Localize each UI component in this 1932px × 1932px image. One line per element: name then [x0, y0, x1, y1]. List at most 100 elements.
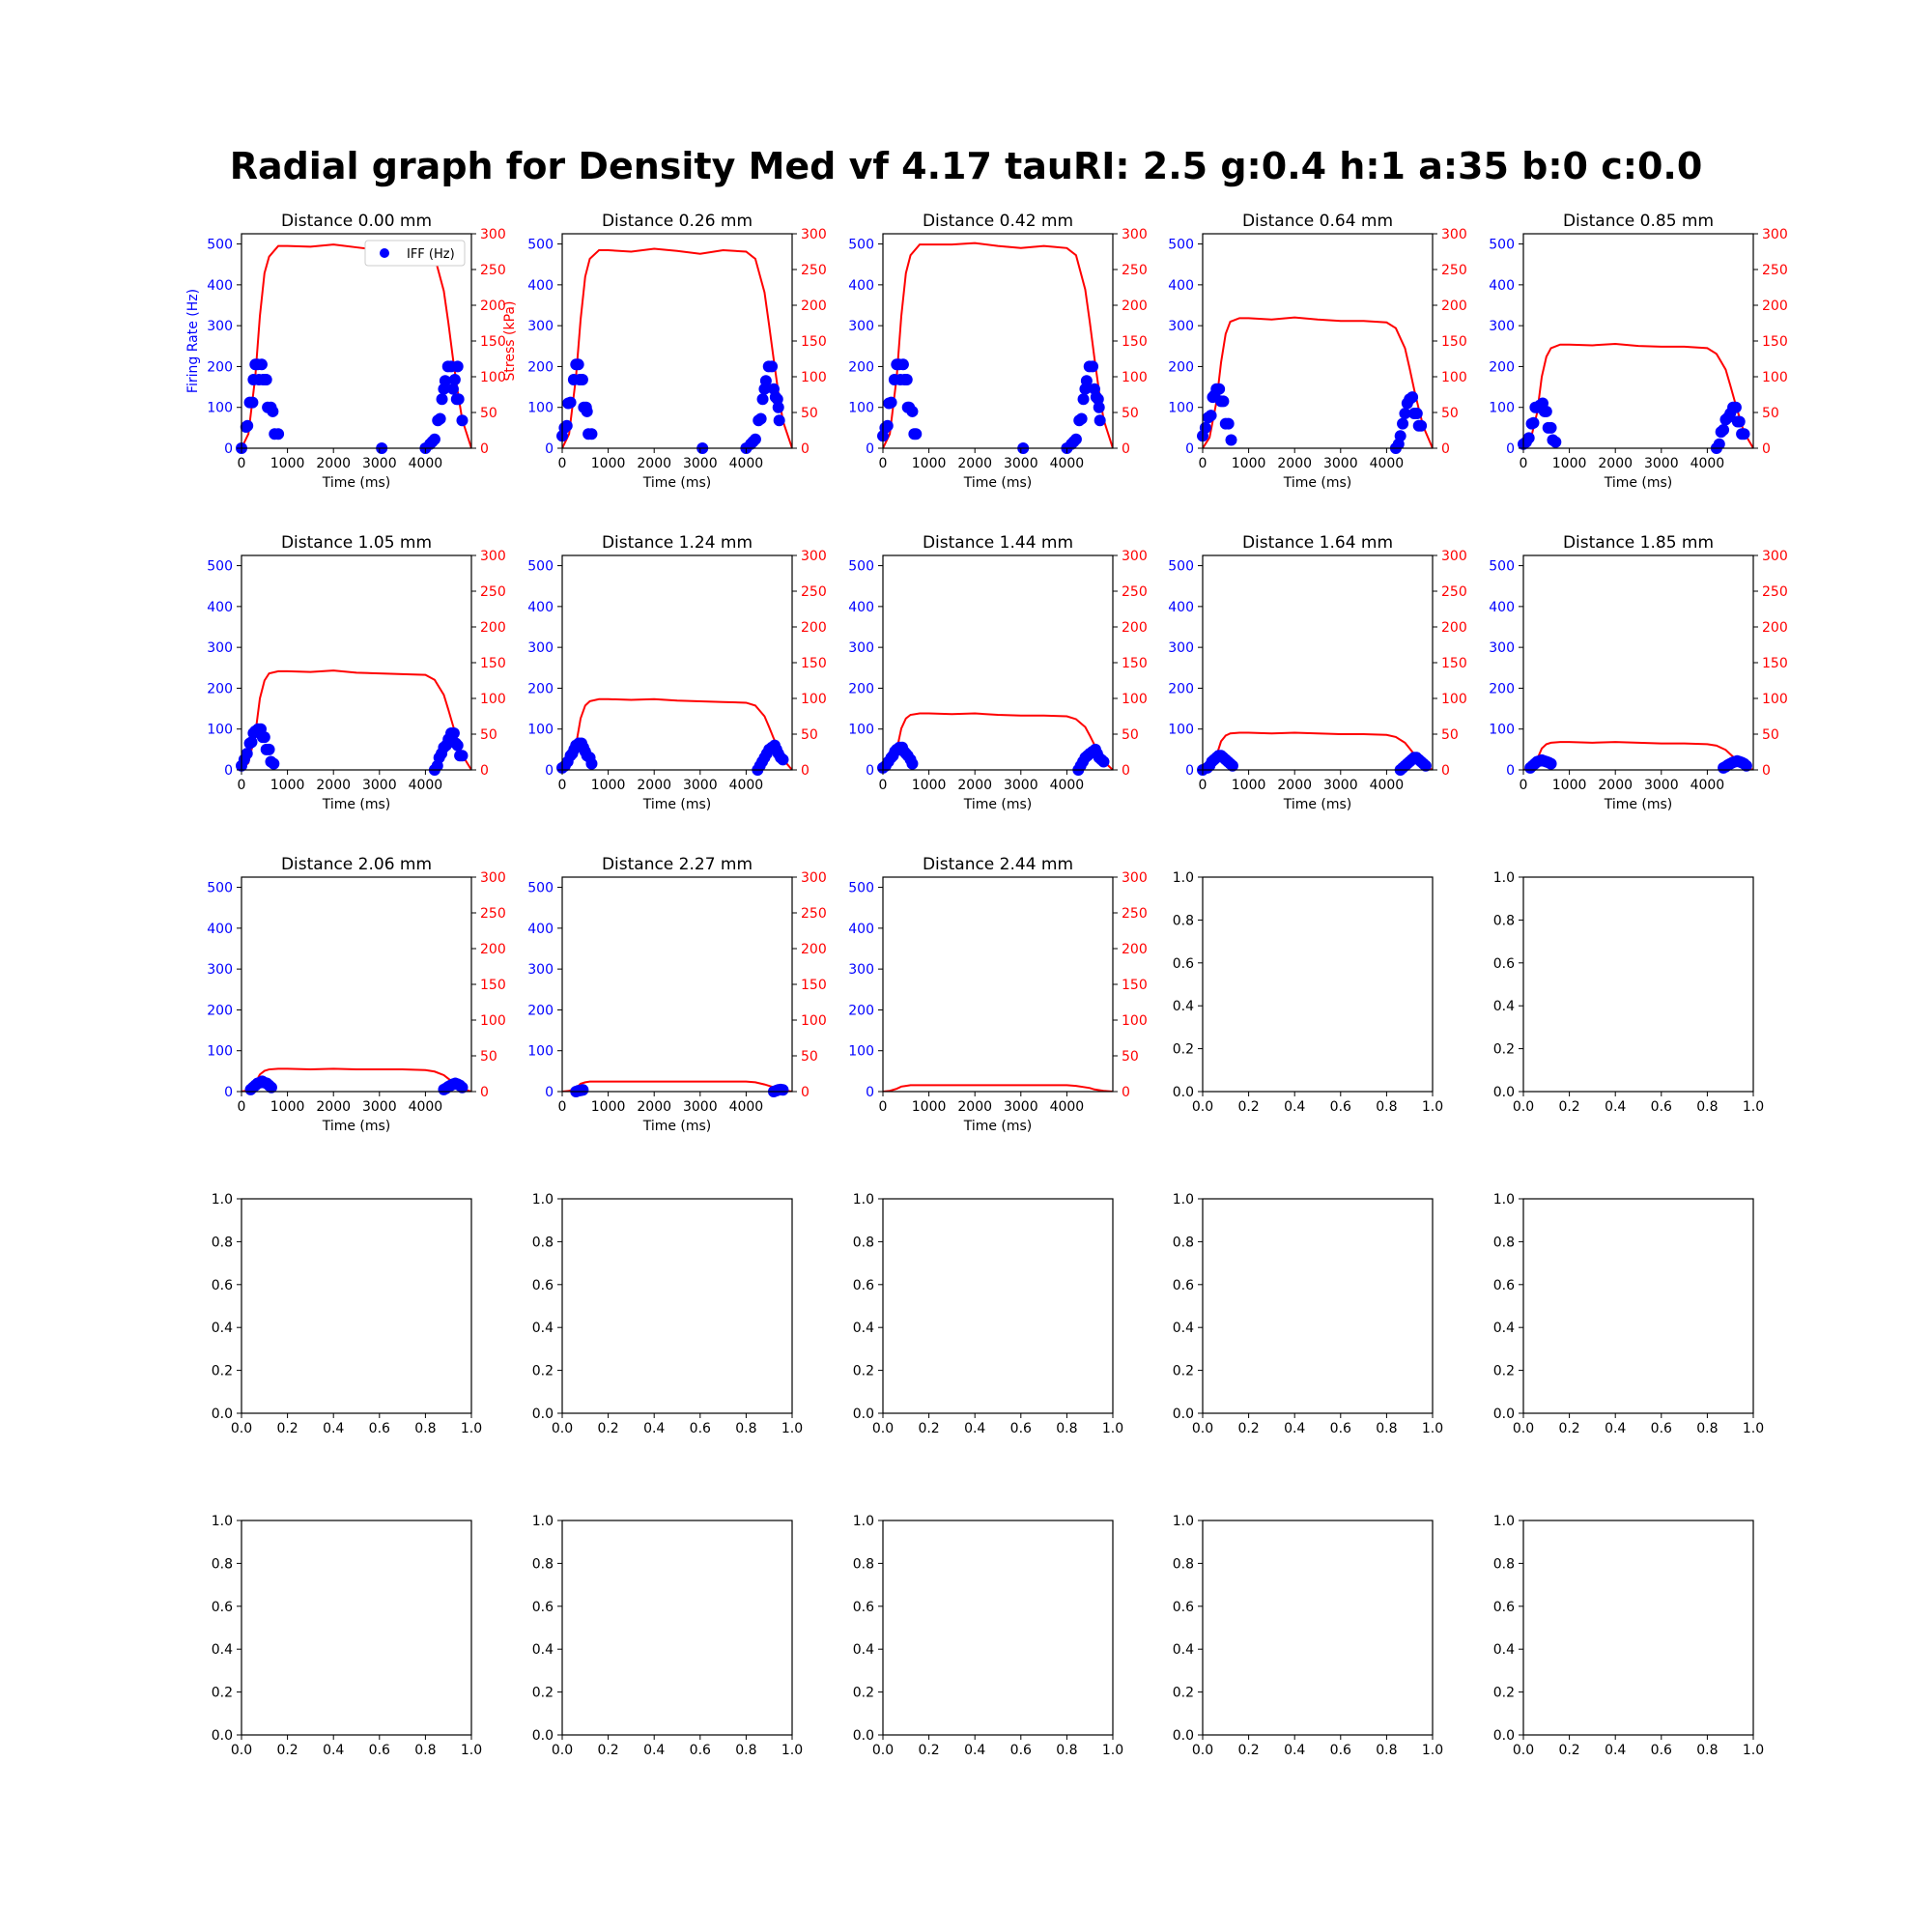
x-tick-label: 2000	[1277, 456, 1312, 471]
axes-frame	[241, 876, 472, 1093]
right-tick-label: 250	[480, 906, 506, 922]
subplot-title: Distance 0.42 mm	[923, 212, 1073, 231]
x-tick-label: 0.6	[1651, 1099, 1672, 1115]
left-tick-label: 200	[207, 681, 233, 696]
left-tick-label: 200	[1168, 359, 1194, 375]
firing-rate-point	[881, 419, 894, 432]
firing-rate-point	[1097, 755, 1110, 768]
firing-rate-point	[1080, 375, 1093, 387]
stress-line	[1203, 316, 1433, 448]
left-tick-label: 500	[848, 238, 874, 253]
x-tick-label: 4000	[1050, 456, 1085, 471]
legend-label: IFF (Hz)	[407, 247, 455, 262]
x-tick-label: 1000	[591, 1099, 626, 1115]
right-tick-label: 200	[1122, 942, 1148, 957]
x-tick-label: 0.8	[414, 1421, 436, 1436]
x-tick-label: 2000	[957, 1099, 992, 1115]
x-tick-label: 2000	[957, 456, 992, 471]
right-axis-label: Stress (kPa)	[502, 301, 518, 382]
right-tick-label: 250	[1122, 906, 1148, 922]
left-axis-label: Firing Rate (Hz)	[185, 289, 201, 393]
x-tick-label: 0.8	[1376, 1743, 1397, 1758]
left-tick-label: 300	[527, 640, 554, 656]
firing-rate-point	[1199, 421, 1211, 434]
subplot-17: 0.00.0 0.2 0.2 0.4 0.4 0.6 0.6 0.8 0.8 1.0 1.0	[532, 1192, 803, 1436]
y-tick-label: 0.2	[853, 1686, 874, 1701]
left-tick-label: 500	[207, 881, 233, 896]
axes-frame	[1522, 1198, 1754, 1414]
right-tick-label: 0	[801, 441, 810, 457]
x-tick-label: 0.0	[231, 1743, 252, 1758]
right-tick-label: 50	[480, 406, 497, 421]
axes-frame	[1202, 1198, 1434, 1414]
left-tick-label: 0	[1185, 763, 1194, 779]
subplot-25: 0.00.0 0.2 0.2 0.4 0.4 0.6 0.6 0.8 0.8 1.0 1.0	[1493, 1514, 1764, 1758]
x-tick-label: 1000	[1232, 456, 1266, 471]
axes-frame	[1522, 1520, 1754, 1736]
x-tick-label: 0.0	[1513, 1743, 1534, 1758]
right-tick-label: 0	[480, 763, 489, 779]
x-axis-label: Time (ms)	[642, 1119, 712, 1134]
right-tick-label: 0	[1762, 763, 1771, 779]
y-tick-label: 0.0	[212, 1728, 233, 1744]
y-tick-label: 0.8	[1493, 1556, 1515, 1572]
right-tick-label: 150	[801, 978, 827, 993]
x-tick-label: 0.4	[964, 1421, 985, 1436]
x-tick-label: 2000	[957, 778, 992, 793]
stress-line	[242, 669, 471, 770]
subplot-title: Distance 1.05 mm	[281, 533, 432, 553]
x-tick-label: 1000	[912, 1099, 947, 1115]
right-tick-label: 150	[1441, 334, 1467, 350]
firing-rate-point	[1226, 759, 1238, 772]
y-tick-label: 0.4	[853, 1321, 874, 1336]
firing-rate-point	[1075, 412, 1088, 425]
left-tick-label: 0	[866, 763, 874, 779]
subplot-16: 0.00.0 0.2 0.2 0.4 0.4 0.6 0.6 0.8 0.8 1.0 1.0	[212, 1192, 482, 1436]
left-tick-label: 500	[1168, 559, 1194, 575]
x-tick-label: 0.8	[1056, 1421, 1077, 1436]
y-tick-label: 0.4	[1173, 1321, 1194, 1336]
y-tick-label: 0.8	[1173, 1556, 1194, 1572]
x-tick-label: 0.4	[643, 1743, 665, 1758]
firing-rate-point	[1093, 401, 1105, 413]
right-tick-label: 200	[1122, 298, 1148, 314]
x-tick-label: 0	[879, 1099, 888, 1115]
firing-rate-point	[766, 360, 779, 373]
left-tick-label: 400	[848, 922, 874, 937]
firing-rate-point	[1540, 405, 1552, 417]
firing-rate-point	[456, 750, 469, 762]
x-tick-label: 0.0	[872, 1421, 894, 1436]
y-tick-label: 0.8	[212, 1235, 233, 1250]
left-tick-label: 0	[545, 763, 554, 779]
x-tick-label: 0.2	[1558, 1421, 1579, 1436]
right-tick-label: 250	[1762, 263, 1788, 278]
x-tick-label: 4000	[729, 1099, 764, 1115]
y-tick-label: 1.0	[532, 1192, 554, 1208]
left-tick-label: 400	[848, 278, 874, 294]
axes-frame	[1202, 233, 1434, 449]
y-tick-label: 0.2	[212, 1364, 233, 1379]
left-tick-label: 100	[207, 723, 233, 738]
x-tick-label: 2000	[316, 1099, 351, 1115]
x-tick-label: 0.0	[1513, 1421, 1534, 1436]
x-tick-label: 4000	[1690, 778, 1725, 793]
x-tick-label: 0.8	[414, 1743, 436, 1758]
x-tick-label: 0.8	[1696, 1421, 1718, 1436]
firing-rate-point	[772, 401, 784, 413]
x-tick-label: 4000	[729, 778, 764, 793]
x-tick-label: 0.4	[1605, 1099, 1626, 1115]
left-tick-label: 0	[1185, 441, 1194, 457]
firing-rate-point	[1222, 417, 1235, 430]
x-tick-label: 3000	[362, 1099, 397, 1115]
firing-rate-point	[1213, 383, 1226, 395]
left-tick-label: 100	[1489, 723, 1515, 738]
left-tick-label: 400	[1489, 600, 1515, 615]
axes-frame	[561, 554, 793, 771]
left-tick-label: 100	[207, 1044, 233, 1060]
right-tick-label: 250	[801, 263, 827, 278]
y-tick-label: 0.2	[1173, 1686, 1194, 1701]
axes-frame	[561, 1520, 793, 1736]
